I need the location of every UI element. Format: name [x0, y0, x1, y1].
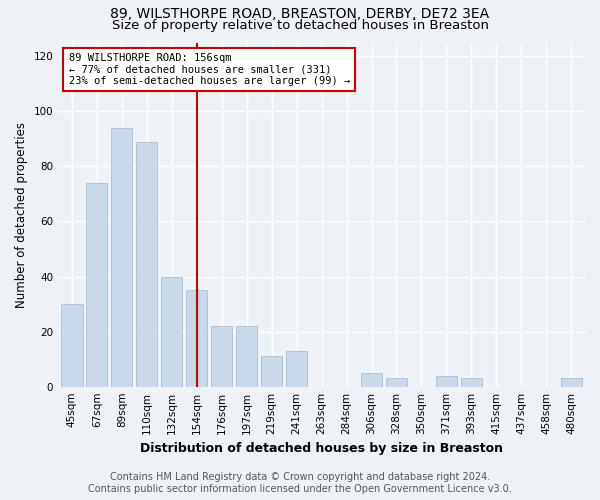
Bar [61, 304, 83, 386]
Bar [236, 326, 257, 386]
Bar [361, 373, 382, 386]
Bar [186, 290, 208, 386]
Y-axis label: Number of detached properties: Number of detached properties [15, 122, 28, 308]
Bar [136, 142, 157, 386]
Bar [461, 378, 482, 386]
Text: Size of property relative to detached houses in Breaston: Size of property relative to detached ho… [112, 18, 488, 32]
Bar [436, 376, 457, 386]
Text: 89 WILSTHORPE ROAD: 156sqm
← 77% of detached houses are smaller (331)
23% of sem: 89 WILSTHORPE ROAD: 156sqm ← 77% of deta… [69, 53, 350, 86]
Bar [86, 183, 107, 386]
Bar [560, 378, 582, 386]
X-axis label: Distribution of detached houses by size in Breaston: Distribution of detached houses by size … [140, 442, 503, 455]
Bar [286, 351, 307, 386]
Bar [111, 128, 133, 386]
Bar [211, 326, 232, 386]
Text: 89, WILSTHORPE ROAD, BREASTON, DERBY, DE72 3EA: 89, WILSTHORPE ROAD, BREASTON, DERBY, DE… [110, 8, 490, 22]
Bar [386, 378, 407, 386]
Bar [261, 356, 282, 386]
Bar [161, 276, 182, 386]
Text: Contains HM Land Registry data © Crown copyright and database right 2024.
Contai: Contains HM Land Registry data © Crown c… [88, 472, 512, 494]
